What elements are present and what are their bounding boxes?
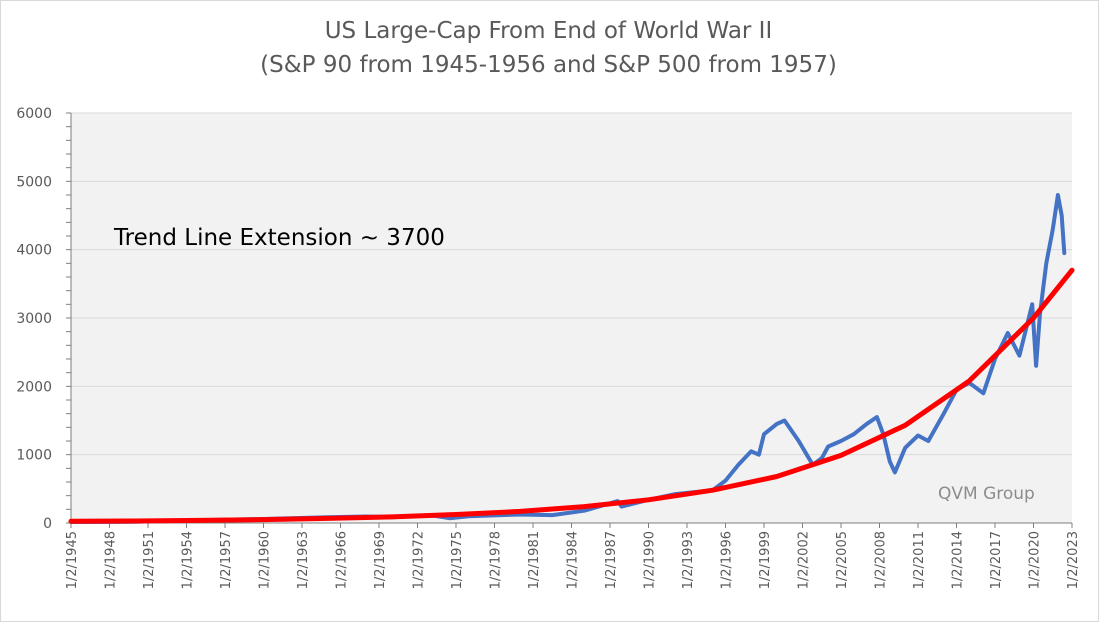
x-tick-label: 1/2/1951	[142, 531, 157, 589]
y-tick-label: 1000	[16, 448, 52, 464]
gridlines	[71, 112, 1072, 456]
chart-title-line: US Large-Cap From End of World War II	[324, 18, 773, 44]
x-tick-label: 1/2/1975	[450, 531, 465, 589]
x-tick-label: 1/2/1960	[258, 531, 273, 589]
x-tick-label: 1/2/1948	[104, 531, 119, 589]
x-tick-label: 1/2/2008	[874, 531, 889, 589]
x-tick-label: 1/2/1987	[604, 531, 619, 589]
x-tick-label: 1/2/1981	[527, 531, 542, 589]
x-tick-label: 1/2/2014	[951, 531, 966, 589]
y-tick-label: 0	[43, 516, 52, 532]
trend-line	[68, 267, 1075, 524]
series-lines	[68, 193, 1075, 524]
x-tick-label: 1/2/1978	[489, 531, 504, 589]
y-tick-label: 3000	[16, 311, 52, 327]
y-tick-label: 2000	[16, 379, 52, 395]
x-tick-label: 1/2/2005	[835, 531, 850, 589]
chart-subtitle-line: (S&P 90 from 1945-1956 and S&P 500 from …	[260, 52, 837, 78]
x-tick-label: 1/2/1972	[412, 531, 427, 589]
x-tick-label: 1/2/2002	[797, 531, 812, 589]
x-tick-label: 1/2/1945	[65, 531, 80, 589]
x-tick-label: 1/2/2020	[1028, 531, 1043, 589]
x-tick-label: 1/2/2017	[989, 531, 1004, 589]
x-tick-label: 1/2/1999	[758, 531, 773, 589]
x-tick-label: 1/2/1966	[335, 531, 350, 589]
trend-line-annotation: Trend Line Extension ~ 3700	[113, 225, 445, 251]
x-tick-label: 1/2/1957	[219, 531, 234, 589]
x-tick-label: 1/2/1990	[643, 531, 658, 589]
chart-title: US Large-Cap From End of World War II (S…	[0, 14, 1097, 82]
y-tick-label: 6000	[16, 106, 52, 122]
x-tick-label: 1/2/1963	[296, 531, 311, 589]
watermark-label: QVM Group	[938, 484, 1035, 504]
y-tick-label: 4000	[16, 243, 52, 259]
x-tick-label: 1/2/2011	[912, 531, 927, 589]
axes: 0 1000 2000 3000 4000 5000 6000 1/2/1945 1/2/194…	[16, 106, 1081, 589]
y-tick-label: 5000	[16, 174, 52, 190]
x-tick-label: 1/2/1993	[681, 531, 696, 589]
x-tick-label: 1/2/1996	[720, 531, 735, 589]
x-tick-label: 1/2/1954	[181, 531, 196, 589]
x-tick-label: 1/2/1984	[566, 531, 581, 589]
x-tick-label: 1/2/1969	[373, 531, 388, 589]
x-tick-label: 1/2/2023	[1066, 531, 1081, 589]
